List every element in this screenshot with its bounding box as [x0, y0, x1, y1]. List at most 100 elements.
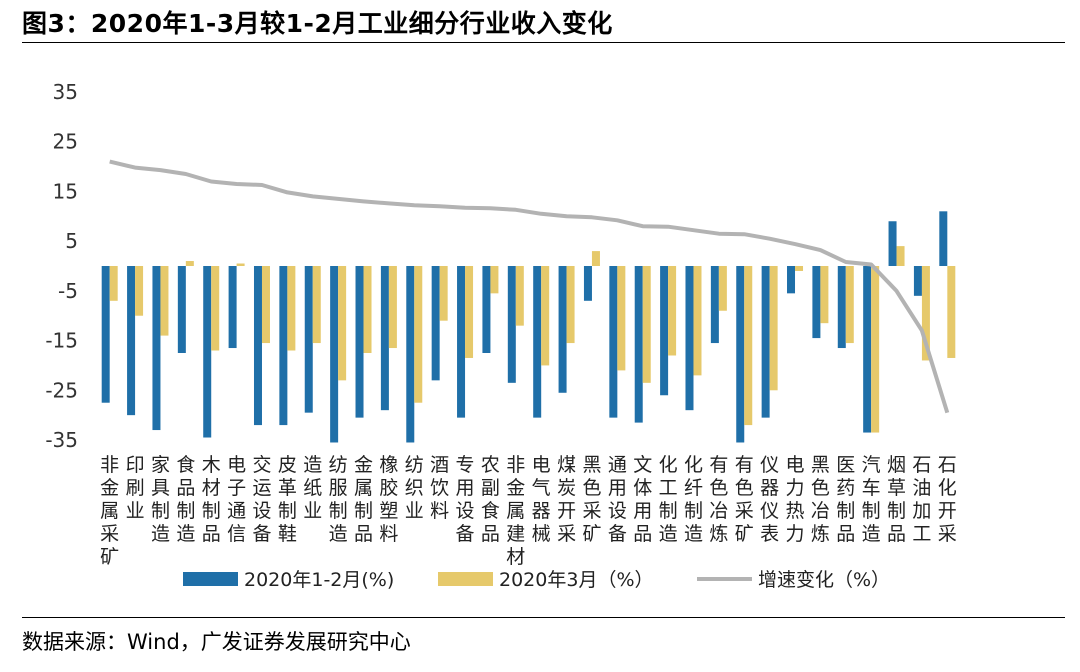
bar-bars-s1: [685, 266, 694, 411]
bar-bars-s1: [127, 266, 136, 416]
x-category-label: 金属制品: [354, 454, 373, 545]
bar-bars-s1: [533, 266, 542, 418]
bar-bars-s1: [380, 266, 389, 411]
bar-bars-s2: [921, 266, 930, 361]
bar-bars-s2: [490, 266, 499, 294]
bar-bars-s1: [101, 266, 110, 403]
bar-bars-s2: [185, 261, 194, 266]
bar-bars-s1: [837, 266, 846, 349]
bar-bars-s2: [465, 266, 474, 358]
bar-bars-s2: [744, 266, 753, 426]
y-tick-label: 25: [53, 130, 78, 154]
series-2-bars: [109, 246, 956, 433]
bar-bars-s1: [279, 266, 288, 426]
bar-bars-s2: [211, 266, 220, 351]
bar-bars-s1: [583, 266, 592, 301]
bar-bars-s1: [913, 266, 922, 296]
bar-bars-s1: [431, 266, 440, 381]
bar-bars-s2: [541, 266, 550, 366]
series-3-line: [109, 159, 950, 414]
x-category-label: 电气器械: [532, 454, 551, 545]
x-axis-labels: 非金属采矿印刷业家具制造食品制造木材制品电子通信交运设备皮革制鞋造纸业纺服制造金…: [100, 454, 957, 568]
bar-bars-s1: [406, 266, 415, 443]
x-category-label: 酒饮料: [430, 454, 449, 522]
legend-swatch-series-2: [438, 572, 493, 586]
bar-bars-s2: [236, 263, 245, 266]
bar-bars-s2: [109, 266, 118, 301]
bar-bars-s1: [787, 266, 796, 294]
x-category-label: 黑色冶炼: [811, 454, 830, 545]
x-category-label: 交运设备: [252, 454, 271, 545]
bar-bars-s2: [871, 266, 880, 433]
bar-bars-s2: [642, 266, 651, 383]
x-category-label: 石油加工: [912, 454, 931, 545]
bar-bars-s2: [338, 266, 347, 381]
x-category-label: 农副食品: [481, 454, 500, 545]
bar-bars-s1: [710, 266, 719, 344]
title-rule: [22, 42, 1065, 43]
bar-bars-s1: [609, 266, 618, 418]
bar-bars-s2: [718, 266, 727, 311]
bar-bars-s2: [896, 246, 905, 266]
bar-bars-s2: [312, 266, 321, 344]
bar-bars-s1: [253, 266, 262, 426]
bar-bars-s1: [736, 266, 745, 443]
bar-bars-s2: [388, 266, 397, 349]
x-category-label: 专用设备: [456, 454, 475, 545]
x-category-label: 仪器仪表: [760, 454, 779, 545]
bar-bars-s1: [660, 266, 669, 396]
legend: 2020年1-2月(%) 2020年3月（%） 增速变化（%）: [183, 569, 890, 591]
x-category-label: 有色采矿: [735, 454, 754, 545]
y-tick-label: 5: [65, 229, 78, 253]
legend-label-series-3: 增速变化（%）: [758, 569, 890, 591]
y-tick-label: -15: [45, 329, 78, 353]
x-category-label: 纺织业: [405, 454, 424, 522]
x-category-label: 电子通信: [227, 454, 246, 545]
x-category-label: 黑色采矿: [582, 454, 601, 545]
bar-bars-s2: [363, 266, 372, 353]
bar-bars-s2: [414, 266, 423, 403]
y-tick-label: 35: [53, 80, 78, 104]
bar-bars-s1: [507, 266, 516, 383]
bar-bars-s1: [355, 266, 364, 418]
bar-bars-s1: [177, 266, 186, 353]
x-category-label: 造纸业: [303, 454, 322, 522]
y-tick-label: -35: [45, 428, 78, 452]
bar-bars-s1: [812, 266, 821, 339]
x-category-label: 橡胶塑料: [379, 454, 398, 545]
x-category-label: 化纤制造: [684, 454, 703, 545]
bar-bars-s1: [457, 266, 466, 418]
x-category-label: 皮革制鞋: [278, 454, 297, 545]
x-category-label: 木材制品: [202, 454, 221, 545]
bar-bars-s2: [693, 266, 702, 376]
bar-bars-s1: [482, 266, 491, 353]
x-category-label: 石化开采: [938, 454, 957, 545]
y-tick-label: -5: [58, 279, 78, 303]
bar-bars-s1: [304, 266, 313, 413]
bar-bars-s1: [152, 266, 161, 431]
x-category-label: 通用设备: [608, 454, 627, 545]
figure-title: 图3：2020年1-3月较1-2月工业细分行业收入变化: [22, 9, 613, 38]
y-tick-label: -25: [45, 378, 78, 402]
legend-swatch-series-1: [183, 572, 238, 586]
x-category-label: 纺服制造: [329, 454, 348, 545]
bar-bars-s1: [761, 266, 770, 418]
bar-bars-s2: [160, 266, 169, 336]
legend-label-series-1: 2020年1-2月(%): [244, 569, 394, 591]
x-category-label: 电力热力: [786, 454, 805, 545]
x-category-label: 汽车制造: [862, 454, 881, 545]
bar-bars-s2: [820, 266, 829, 324]
bar-bars-s1: [888, 221, 897, 266]
bar-bars-s1: [330, 266, 339, 443]
x-category-label: 化工制造: [659, 454, 678, 545]
legend-label-series-2: 2020年3月（%）: [499, 569, 654, 591]
x-category-label: 文体用品: [633, 454, 652, 545]
y-axis: 35 25 15 5 -5 -15 -25 -35: [45, 80, 78, 452]
bar-bars-s2: [668, 266, 677, 356]
bar-bars-s2: [769, 266, 778, 391]
x-category-label: 家具制造: [151, 454, 170, 545]
bar-bars-s2: [795, 266, 804, 271]
source-rule: [22, 617, 1065, 618]
bar-bars-s2: [617, 266, 626, 371]
bar-bars-s2: [845, 266, 854, 344]
